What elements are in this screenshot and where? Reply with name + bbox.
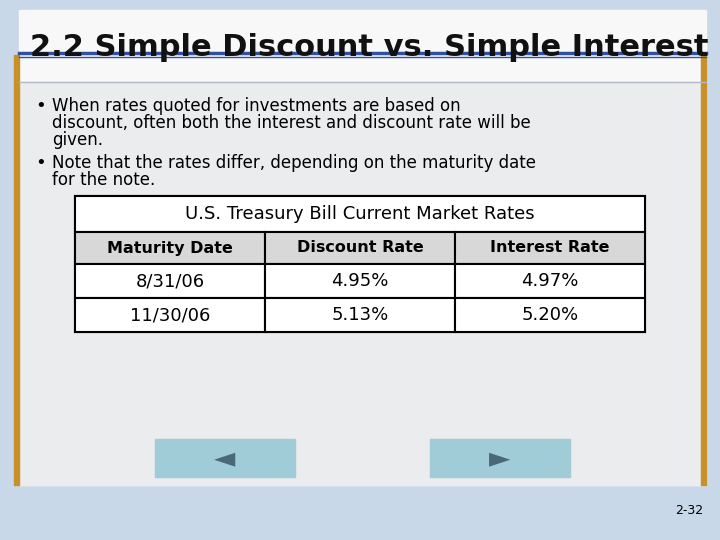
Bar [75,232,265,264]
Text: Discount Rate: Discount Rate [297,240,423,255]
Text: given.: given. [52,131,103,149]
Bar [455,298,645,332]
Bar [155,439,295,477]
Text: •: • [35,97,46,115]
Text: discount, often both the interest and discount rate will be: discount, often both the interest and di… [52,114,531,132]
Text: 5.13%: 5.13% [331,306,389,324]
Text: 2-32: 2-32 [675,503,703,516]
Text: 5.20%: 5.20% [521,306,579,324]
Text: When rates quoted for investments are based on: When rates quoted for investments are ba… [52,97,461,115]
Text: 4.97%: 4.97% [521,272,579,290]
Bar [19,82,706,485]
Text: 8/31/06: 8/31/06 [135,272,204,290]
Bar [430,439,570,477]
Text: Maturity Date: Maturity Date [107,240,233,255]
Bar [75,196,645,332]
Text: ►: ► [490,444,510,472]
Text: for the note.: for the note. [52,171,156,189]
Bar [75,196,645,232]
Text: 2.2 Simple Discount vs. Simple Interest: 2.2 Simple Discount vs. Simple Interest [30,32,708,62]
Text: U.S. Treasury Bill Current Market Rates: U.S. Treasury Bill Current Market Rates [185,205,535,223]
Text: Note that the rates differ, depending on the maturity date: Note that the rates differ, depending on… [52,154,536,172]
Bar [19,57,706,485]
Bar [455,232,645,264]
Bar [701,55,706,485]
Bar [75,298,265,332]
Bar [455,264,645,298]
Text: Interest Rate: Interest Rate [490,240,610,255]
Bar [265,264,455,298]
Bar [19,10,706,82]
Text: ◄: ◄ [215,444,235,472]
Bar [265,232,455,264]
Text: •: • [35,154,46,172]
Text: 4.95%: 4.95% [331,272,389,290]
Bar [265,298,455,332]
Text: 11/30/06: 11/30/06 [130,306,210,324]
Bar [14,55,19,485]
Bar [75,264,265,298]
